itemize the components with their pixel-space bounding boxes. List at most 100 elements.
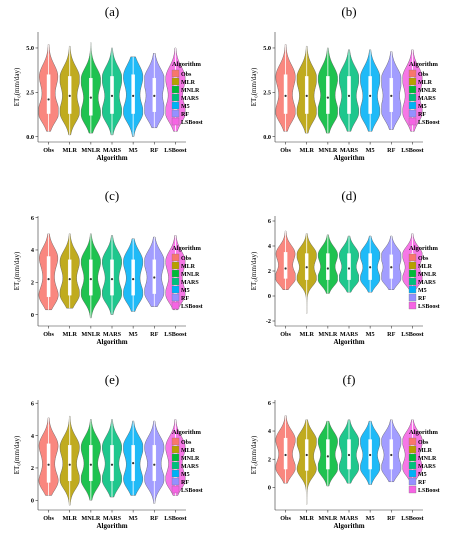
- median-MNLR: [89, 463, 92, 466]
- legend-label-MLR: MLR: [418, 80, 433, 86]
- y-tick-label: 0: [31, 312, 34, 319]
- legend-label-Obs: Obs: [418, 440, 429, 446]
- legend-swatch-MARS: [171, 461, 180, 470]
- x-tick-label: Obs: [280, 515, 291, 522]
- median-MNLR: [89, 277, 92, 281]
- legend-swatch-MLR: [408, 445, 417, 454]
- median-MLR: [305, 453, 308, 457]
- legend-label-LSBoost: LSBoost: [418, 488, 440, 494]
- x-tick-label: M5: [129, 147, 138, 154]
- x-tick-label: MNLR: [81, 331, 100, 338]
- y-tick-label: 2: [31, 280, 34, 287]
- x-tick-label: MLR: [299, 147, 314, 154]
- x-tick-label: LSBoost: [401, 147, 424, 154]
- legend-label-MARS: MARS: [418, 96, 436, 102]
- legend-label-RF: RF: [181, 480, 189, 486]
- legend-swatch-RF: [171, 477, 180, 486]
- y-tick-label: 4: [31, 247, 34, 254]
- legend-label-MNLR: MNLR: [181, 272, 200, 278]
- box-Obs: [46, 74, 51, 114]
- legend-swatch-MARS: [408, 461, 417, 470]
- median-MNLR: [326, 455, 329, 458]
- box-Obs: [46, 443, 51, 483]
- y-tick-label: 0: [268, 485, 271, 492]
- x-tick-label: Obs: [43, 515, 54, 522]
- legend-label-MLR: MLR: [181, 80, 196, 86]
- box-MNLR: [89, 445, 93, 482]
- legend-label-LSBoost: LSBoost: [418, 304, 440, 310]
- legend-swatch-M5: [171, 285, 180, 294]
- median-MLR: [305, 94, 308, 97]
- median-MARS: [347, 267, 351, 270]
- legend-label-M5: M5: [418, 104, 427, 110]
- x-tick-label: MARS: [103, 331, 122, 338]
- box-MNLR: [89, 259, 93, 296]
- median-M5: [369, 266, 372, 269]
- y-tick-label: 4: [268, 243, 271, 250]
- legend-label-Obs: Obs: [181, 256, 192, 262]
- median-MARS: [347, 453, 351, 457]
- median-M5: [132, 277, 135, 281]
- legend: Algorithm Obs MLR MNLR MARS M5 RF LSBoost: [171, 245, 203, 310]
- legend-title: Algorithm: [409, 61, 438, 68]
- box-Obs: [283, 437, 288, 470]
- legend-title: Algorithm: [172, 245, 201, 252]
- y-axis-label: ET₀(mm/day): [250, 67, 258, 106]
- legend-swatch-MLR: [171, 77, 180, 86]
- legend-swatch-MNLR: [171, 453, 180, 462]
- legend-swatch-Obs: [408, 253, 417, 262]
- x-tick-label: MARS: [103, 515, 122, 522]
- y-axis-label: ET₀(mm/day): [250, 435, 258, 474]
- x-tick-label: M5: [366, 515, 375, 522]
- legend-label-M5: M5: [418, 288, 427, 294]
- x-tick-label: Obs: [43, 331, 54, 338]
- box-RF: [152, 445, 157, 482]
- x-tick-label: RF: [387, 515, 395, 522]
- y-tick-label: 2: [268, 456, 271, 463]
- legend-swatch-MLR: [408, 77, 417, 86]
- legend-swatch-MNLR: [408, 453, 417, 462]
- legend-label-MLR: MLR: [418, 264, 433, 270]
- legend-label-MNLR: MNLR: [418, 272, 437, 278]
- median-MLR: [305, 266, 308, 269]
- x-tick-label: MLR: [299, 515, 314, 522]
- y-tick-label: 6: [268, 218, 271, 225]
- legend-swatch-M5: [408, 285, 417, 294]
- legend-label-Obs: Obs: [181, 72, 192, 78]
- legend-swatch-MARS: [408, 93, 417, 102]
- median-M5: [132, 461, 135, 465]
- x-tick-label: LSBoost: [164, 331, 187, 338]
- legend-label-MARS: MARS: [418, 464, 436, 470]
- legend-swatch-RF: [171, 109, 180, 118]
- y-tick-label: 6: [31, 400, 34, 407]
- x-tick-label: MARS: [340, 331, 359, 338]
- median-Obs: [284, 94, 287, 97]
- median-RF: [153, 94, 156, 97]
- legend-label-Obs: Obs: [418, 72, 429, 78]
- x-tick-label: MARS: [340, 147, 359, 154]
- y-tick-label: 0.0: [26, 134, 34, 141]
- panel-label: (a): [105, 4, 119, 19]
- legend-label-LSBoost: LSBoost: [181, 120, 203, 126]
- median-RF: [390, 94, 393, 97]
- box-Obs: [283, 252, 288, 279]
- legend-label-RF: RF: [418, 480, 426, 486]
- y-axis-label: ET₀(mm/day): [13, 67, 21, 106]
- y-tick-label: 2: [31, 465, 34, 472]
- x-tick-label: MLR: [62, 147, 77, 154]
- legend-swatch-RF: [408, 109, 417, 118]
- legend: Algorithm Obs MLR MNLR MARS M5 RF LSBoost: [408, 429, 440, 494]
- median-MLR: [68, 277, 71, 281]
- legend-swatch-MLR: [408, 261, 417, 270]
- legend-label-MARS: MARS: [181, 464, 199, 470]
- legend-label-M5: M5: [418, 472, 427, 478]
- legend-label-LSBoost: LSBoost: [181, 488, 203, 494]
- x-tick-label: RF: [387, 331, 395, 338]
- legend-title: Algorithm: [172, 429, 201, 436]
- x-tick-label: RF: [150, 331, 158, 338]
- legend: Algorithm Obs MLR MNLR MARS M5 RF LSBoost: [408, 61, 440, 126]
- legend-swatch-LSBoost: [171, 301, 180, 310]
- x-tick-label: LSBoost: [164, 147, 187, 154]
- y-axis-label: ET₀(mm/day): [13, 251, 21, 290]
